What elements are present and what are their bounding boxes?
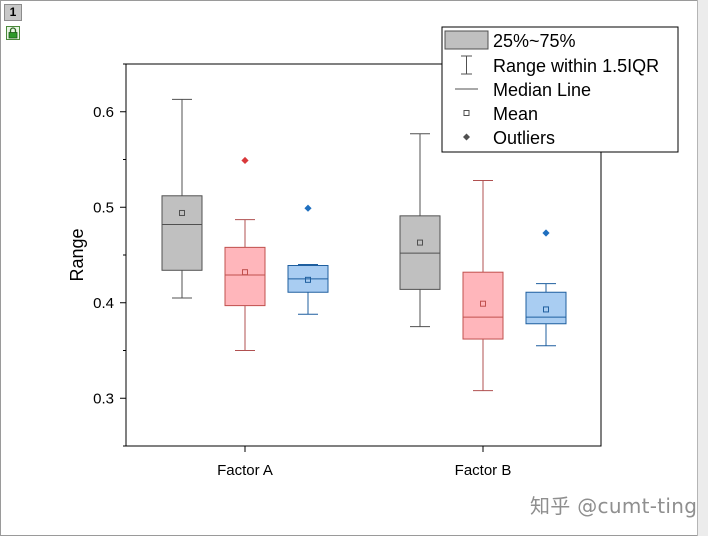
box-iqr [525, 291, 567, 325]
legend-swatch-box [444, 30, 489, 50]
legend-entry-label: Median Line [493, 80, 591, 100]
outlier-marker [241, 156, 249, 165]
lock-icon[interactable] [6, 26, 20, 40]
box-iqr [462, 271, 504, 340]
legend-entry-label: 25%~75% [493, 31, 576, 51]
mean-marker [480, 300, 486, 307]
x-tick-label: Factor B [455, 462, 512, 479]
box-iqr [224, 246, 266, 307]
legend-entry-label: Outliers [493, 128, 555, 148]
layer-number-tab[interactable]: 1 [4, 4, 22, 21]
legend-entry-label: Range within 1.5IQR [493, 56, 659, 76]
y-tick-label: 0.6 [93, 104, 114, 121]
outlier-marker [542, 229, 550, 237]
legend-symbol-outlier [463, 133, 470, 141]
outlier-marker [304, 204, 312, 212]
legend-symbol-mean [463, 110, 470, 116]
mean-marker [305, 276, 311, 283]
y-tick-label: 0.4 [93, 295, 114, 312]
legend-entry-label: Mean [493, 104, 538, 124]
mean-marker [543, 306, 549, 313]
mean-marker [179, 209, 185, 216]
watermark-text: 知乎 @cumt-ting [530, 494, 698, 518]
mean-marker [242, 269, 248, 276]
mean-marker [417, 239, 423, 246]
y-tick-label: 0.3 [93, 390, 114, 407]
y-axis-label: Range [67, 228, 87, 281]
box-iqr [161, 195, 203, 271]
y-tick-label: 0.5 [93, 199, 114, 216]
vertical-scrollbar[interactable] [697, 0, 708, 536]
x-tick-label: Factor A [217, 462, 273, 479]
